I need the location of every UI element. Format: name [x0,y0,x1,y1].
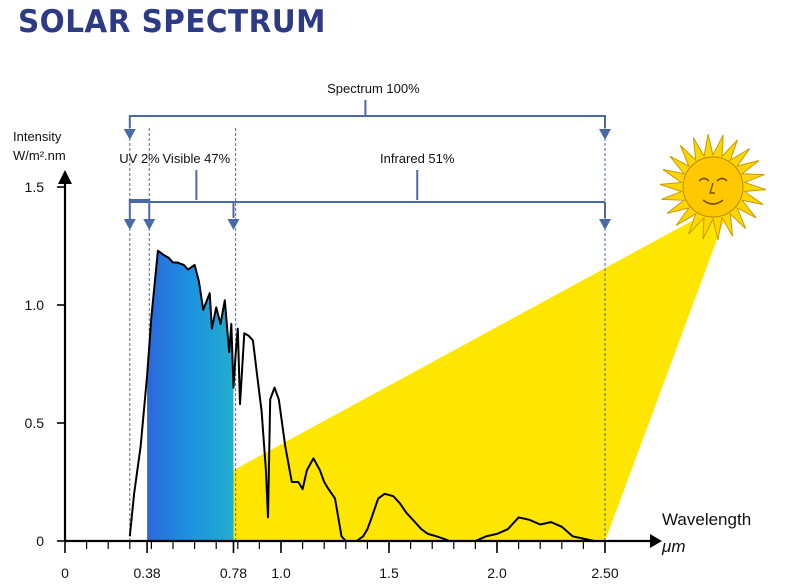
x-tick-label: 0.78 [220,565,247,581]
x-tick-label: 2.50 [591,565,618,581]
x-tick-label: 0.38 [133,565,160,581]
band-label-spectrum: Spectrum 100% [327,81,420,96]
axes [58,170,662,548]
band-label-visible: Visible 47% [163,151,231,166]
band-label-infrared: Infrared 51% [380,151,455,166]
visible-arrow-right [227,219,240,230]
spectrum-bracket [128,115,606,128]
x-tick-label: 1.5 [379,565,399,581]
spectrum-arrow-left [123,129,136,140]
x-tick-label: 2.0 [487,565,507,581]
visible-spectrum-fill [147,250,234,541]
page-title: SOLAR SPECTRUM [18,4,326,40]
y-tick-label: 1.0 [25,297,45,313]
sun-eyes [698,177,728,182]
sun-mouth [702,199,724,205]
uv-bracket [128,199,151,220]
x-axis-label: Wavelength [662,510,751,529]
band-label-uv: UV 2% [119,151,160,166]
y-tick-label: 0.5 [25,415,45,431]
y-axis-arrow [58,170,72,184]
infrared-arrow-right [599,219,611,230]
y-axis-label-line2: W/m².nm [13,148,66,163]
y-tick-label: 0 [36,533,44,549]
y-axis-label-line1: Intensity [13,129,62,144]
x-axis-arrow [650,534,662,548]
band-brackets [123,100,611,230]
x-axis-unit: μm [661,537,685,556]
sun-nose [709,182,715,194]
sun-icon [659,134,767,240]
spectrum-arrow-right [599,129,611,140]
uv-arrow-right [143,219,156,230]
x-tick-label: 1.0 [271,565,291,581]
y-tick-label: 1.5 [25,179,45,195]
x-axis-ticks: 0 0.38 0.78 1.0 1.5 2.0 2.50 [61,541,619,581]
sun-face [682,156,744,218]
x-tick-label: 0 [61,565,69,581]
sunbeam-area [233,207,730,541]
uv-arrow-left [123,219,136,230]
y-axis-ticks: 0 0.5 1.0 1.5 [25,179,65,549]
